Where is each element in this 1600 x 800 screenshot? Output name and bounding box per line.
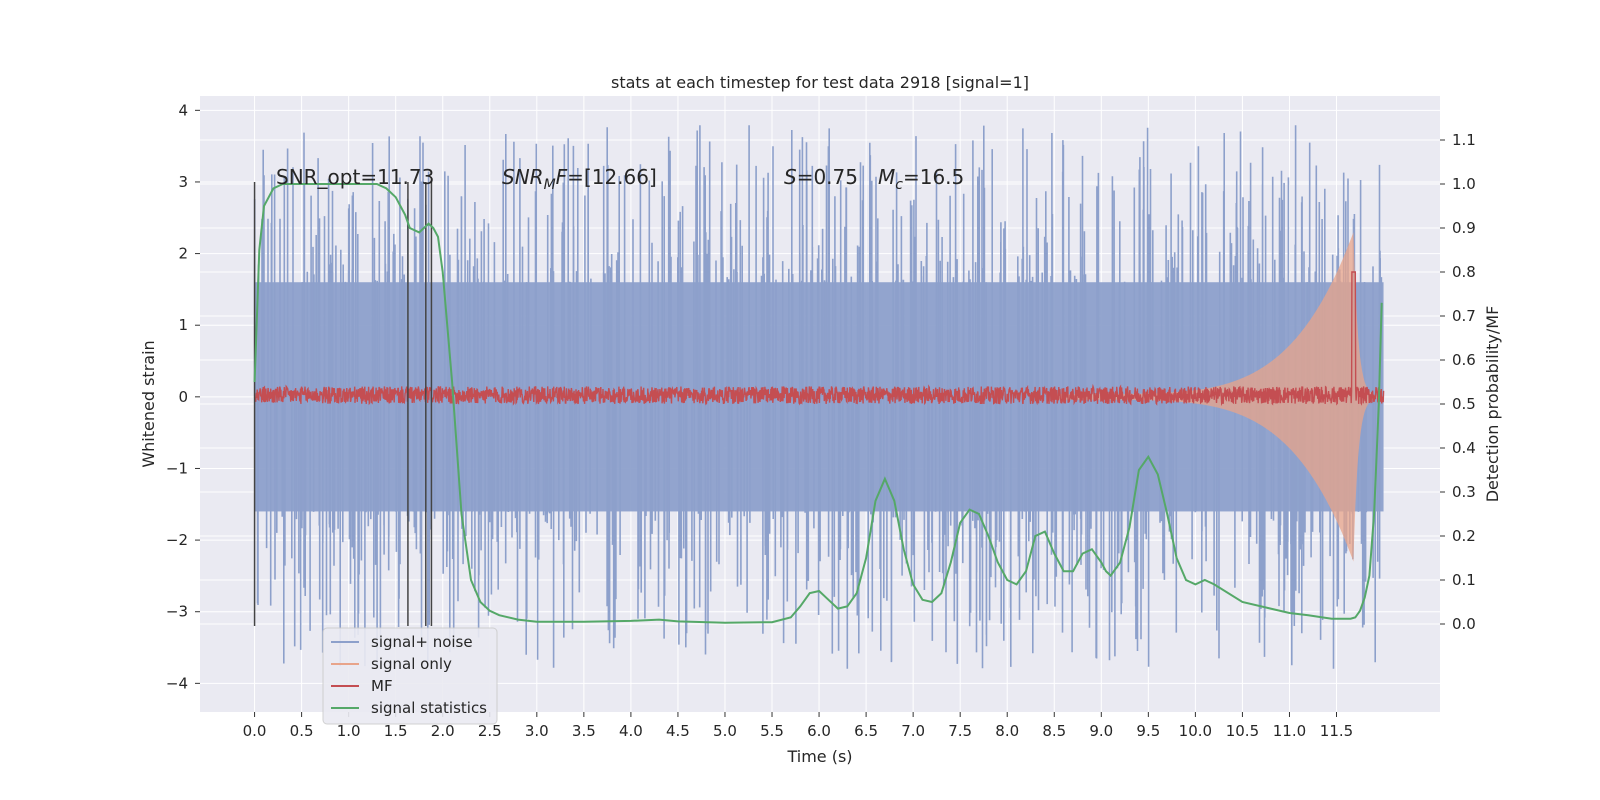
- y-tick-label-right: 0.0: [1452, 615, 1476, 633]
- y-tick-label-left: −2: [166, 531, 188, 549]
- x-tick-label: 8.0: [995, 722, 1019, 740]
- legend: signal+ noise signal only MF signal statist…: [322, 627, 498, 725]
- y-tick-label-right: 0.3: [1452, 483, 1476, 501]
- x-tick-label: 0.5: [290, 722, 314, 740]
- annotation-s: S=0.75: [784, 165, 858, 189]
- x-tick-label: 8.5: [1042, 722, 1066, 740]
- x-tick-label: 3.5: [572, 722, 596, 740]
- x-tick-label: 2.0: [431, 722, 455, 740]
- y-tick-label-right: 0.5: [1452, 395, 1476, 413]
- series-layer: [253, 125, 1385, 669]
- x-tick-label: 11.5: [1320, 722, 1353, 740]
- x-tick-label: 1.0: [337, 722, 361, 740]
- x-tick-label: 0.0: [243, 722, 267, 740]
- y-tick-label-right: 1.0: [1452, 175, 1476, 193]
- y-tick-label-left: −3: [166, 603, 188, 621]
- annotation-snr-mf: SNRMF=[12.66]: [502, 165, 657, 193]
- y-tick-label-left: 4: [178, 101, 188, 119]
- y-tick-label-right: 0.8: [1452, 263, 1476, 281]
- x-tick-label: 11.0: [1273, 722, 1306, 740]
- y-tick-label-right: 0.4: [1452, 439, 1476, 457]
- y-tick-label-left: 3: [178, 173, 188, 191]
- annotation-snr-opt: SNR_opt=11.73: [276, 165, 434, 189]
- x-tick-label: 2.5: [478, 722, 502, 740]
- x-tick-label: 6.5: [854, 722, 878, 740]
- chart-title: stats at each timestep for test data 291…: [611, 73, 1029, 92]
- annotation-mc: Mc=16.5: [878, 165, 964, 193]
- y-tick-label-right: 0.7: [1452, 307, 1476, 325]
- x-tick-label: 5.5: [760, 722, 784, 740]
- legend-label: signal+ noise: [371, 633, 473, 651]
- x-tick-label: 9.5: [1136, 722, 1160, 740]
- x-tick-label: 9.0: [1089, 722, 1113, 740]
- y-tick-label-left: −4: [166, 674, 188, 692]
- x-tick-label: 6.0: [807, 722, 831, 740]
- legend-box: [322, 627, 498, 725]
- y-axis-label-right: Detection probability/MF: [1483, 306, 1502, 503]
- signal-statistics-line: [253, 183, 1383, 624]
- mf-line: [253, 271, 1385, 407]
- x-tick-label: 7.0: [901, 722, 925, 740]
- x-tick-label: 7.5: [948, 722, 972, 740]
- x-tick-label: 10.5: [1226, 722, 1259, 740]
- legend-label: signal only: [371, 655, 452, 673]
- x-tick-label: 10.0: [1179, 722, 1212, 740]
- x-tick-label: 4.5: [666, 722, 690, 740]
- y-tick-label-right: 0.2: [1452, 527, 1476, 545]
- y-tick-label-right: 0.1: [1452, 571, 1476, 589]
- y-axis-label-left: Whitened strain: [139, 340, 158, 467]
- y-tick-label-right: 0.9: [1452, 219, 1476, 237]
- y-tick-label-left: −1: [166, 459, 188, 477]
- x-tick-label: 3.0: [525, 722, 549, 740]
- axes: 0.0 0.5 1.0 1.5 2.0 2.5 3.0 3.5 4.0 4.5 5.0 5.5 6.0 6…: [166, 101, 1476, 740]
- y-tick-label-right: 0.6: [1452, 351, 1476, 369]
- x-tick-label: 5.0: [713, 722, 737, 740]
- y-tick-label-left: 0: [178, 388, 188, 406]
- legend-label: MF: [371, 677, 393, 695]
- x-tick-label: 1.5: [384, 722, 408, 740]
- x-tick-label: 4.0: [619, 722, 643, 740]
- x-axis-label: Time (s): [786, 747, 852, 766]
- legend-label: signal statistics: [371, 699, 487, 717]
- y-tick-label-right: 1.1: [1452, 131, 1476, 149]
- y-tick-label-left: 1: [178, 316, 188, 334]
- y-tick-label-left: 2: [178, 245, 188, 263]
- signal-only-envelope: [1054, 232, 1384, 562]
